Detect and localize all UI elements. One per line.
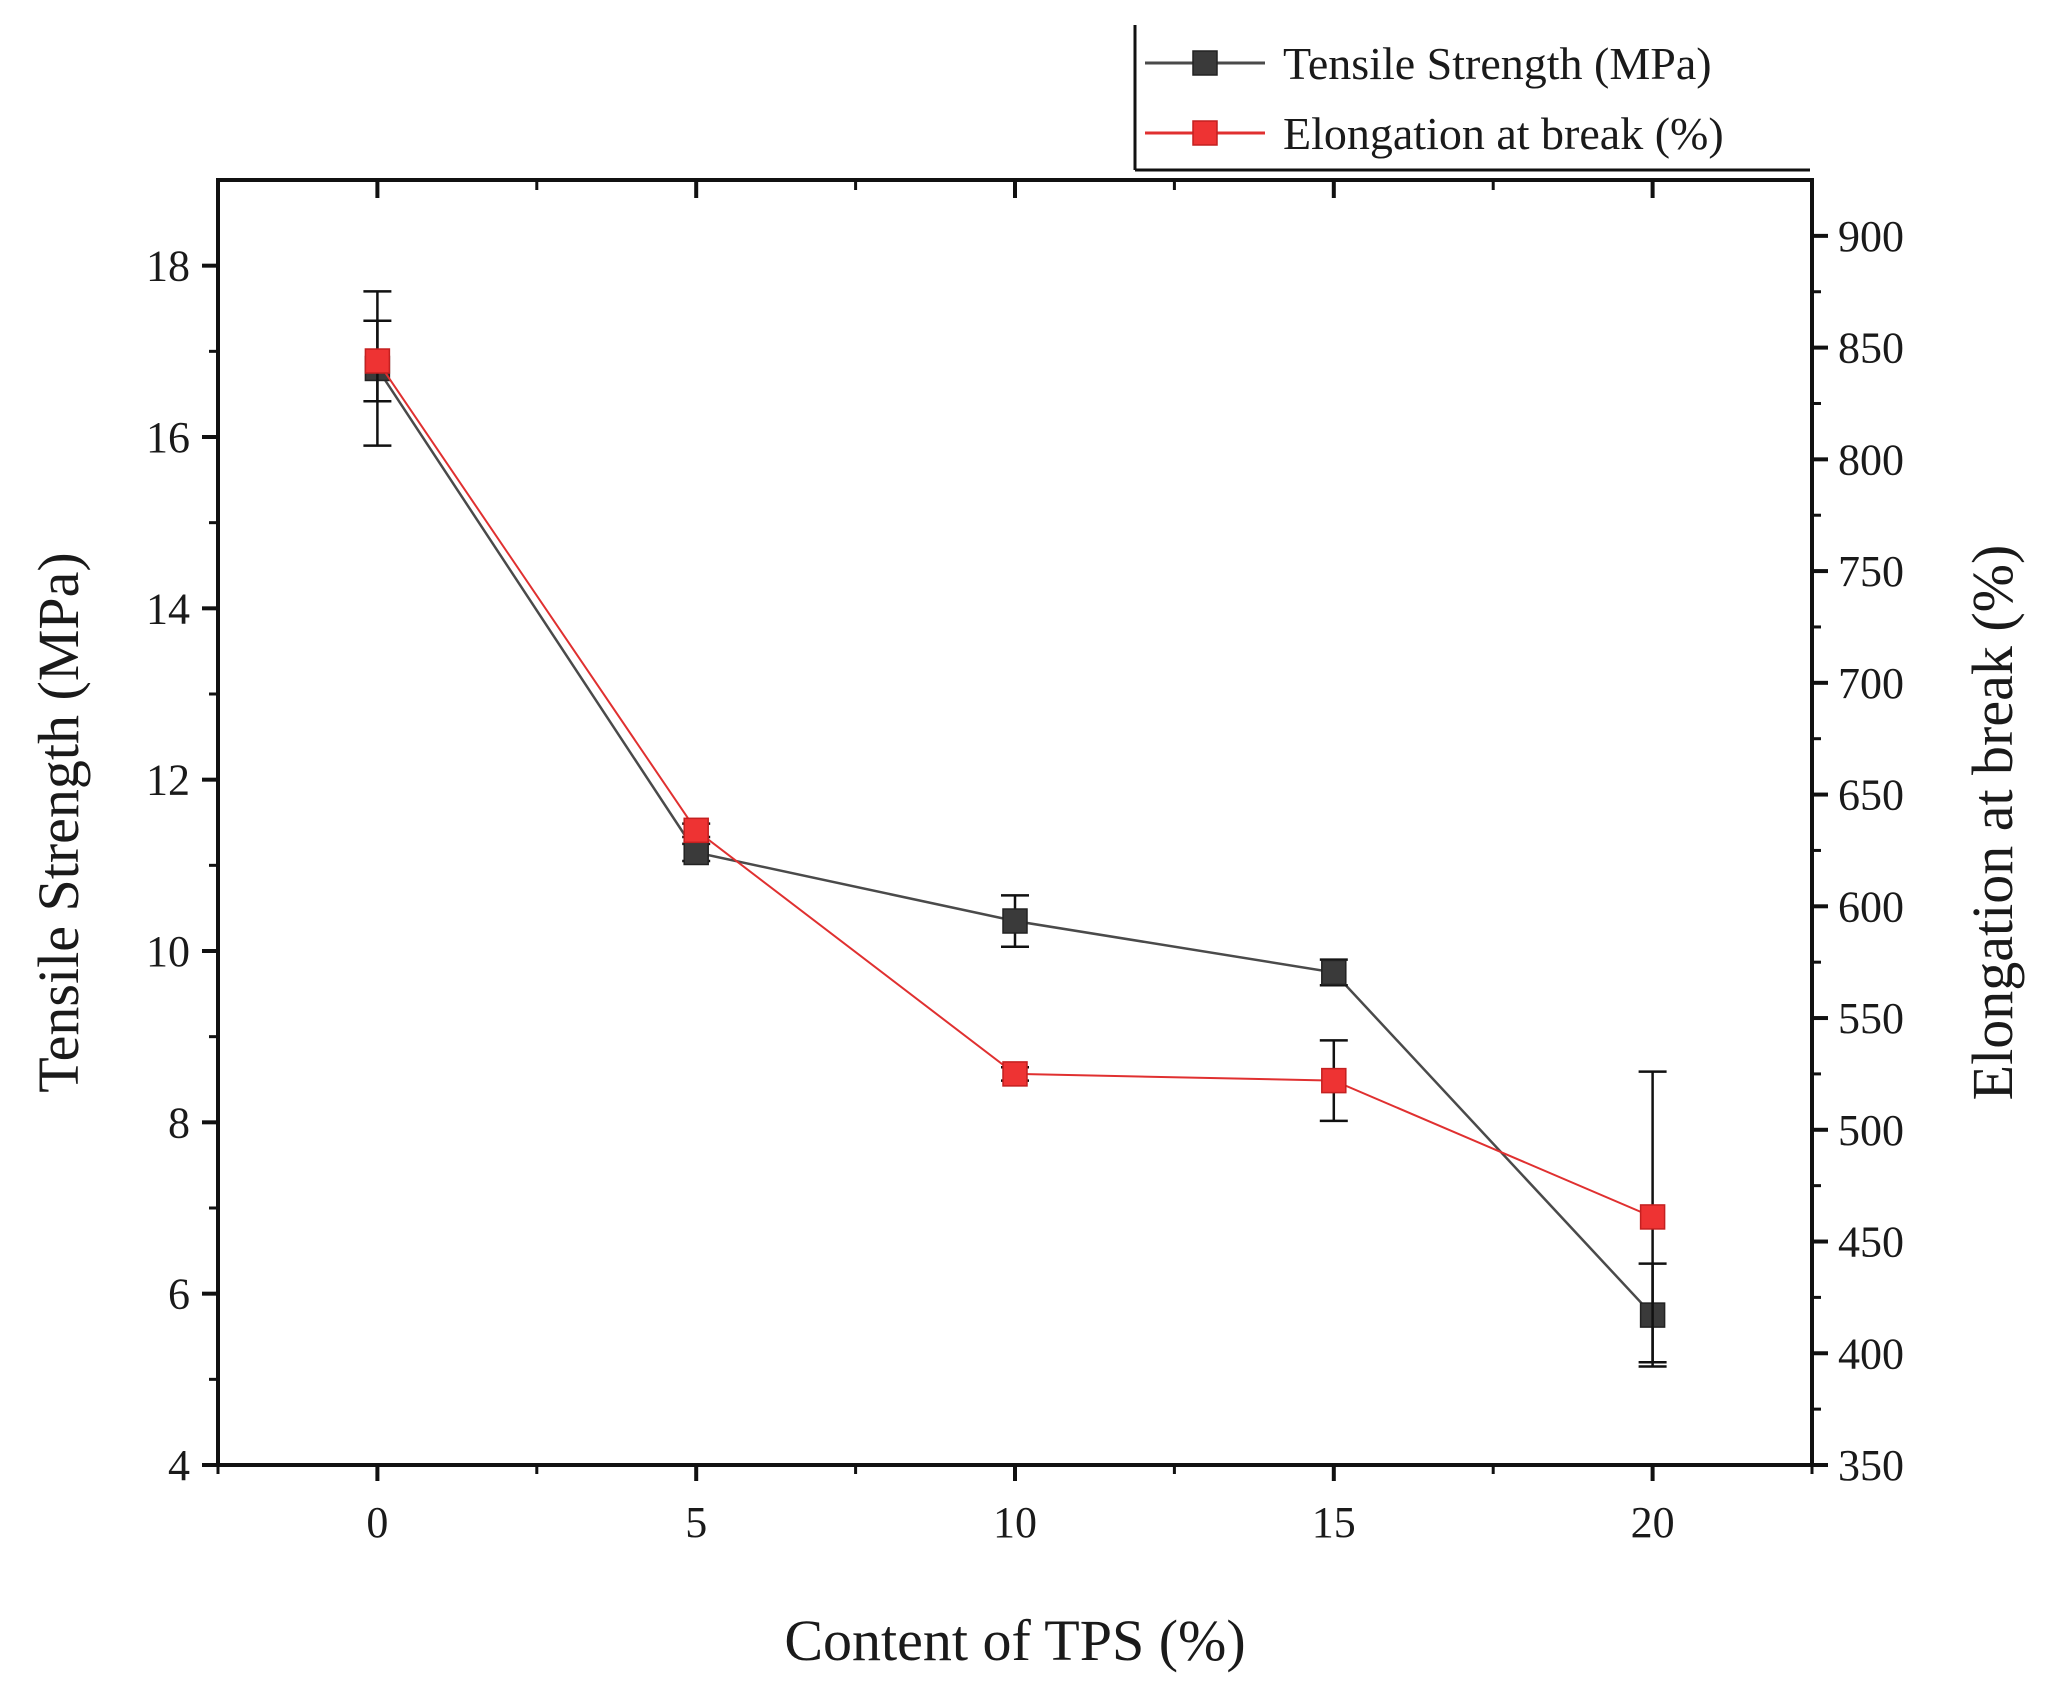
legend-entry-1: Elongation at break (%) bbox=[1145, 108, 1724, 159]
y-right-tick-label-850: 850 bbox=[1838, 324, 1904, 373]
y-left-tick-label-12: 12 bbox=[146, 756, 190, 805]
y-axis-right-title: Elongation at break (%) bbox=[1960, 545, 2025, 1101]
series-0-line bbox=[376, 367, 1654, 1316]
y-right-tick-label-450: 450 bbox=[1838, 1218, 1904, 1267]
series-1-point-5 bbox=[683, 817, 709, 844]
y-left-tick-label-18: 18 bbox=[146, 242, 190, 291]
y-right-tick-label-900: 900 bbox=[1838, 212, 1904, 261]
plot-frame bbox=[216, 178, 1814, 1467]
legend-label-1: Elongation at break (%) bbox=[1283, 108, 1724, 159]
y-left-tick-label-10: 10 bbox=[146, 927, 190, 976]
series-1-point-15 bbox=[1321, 1067, 1347, 1094]
plot-border bbox=[216, 178, 1814, 1467]
y-left-tick-label-8: 8 bbox=[168, 1098, 190, 1147]
x-tick-label-0: 0 bbox=[366, 1498, 388, 1547]
x-tick-label-20: 20 bbox=[1631, 1498, 1675, 1547]
series-1-point-0 bbox=[364, 348, 391, 374]
y-right-tick-label-350: 350 bbox=[1838, 1441, 1904, 1490]
y-right-tick-label-400: 400 bbox=[1838, 1329, 1904, 1378]
legend-label-0: Tensile Strength (MPa) bbox=[1283, 38, 1712, 89]
y-right-tick-label-800: 800 bbox=[1838, 435, 1904, 484]
y-left-tick-label-4: 4 bbox=[168, 1441, 190, 1490]
y-left-tick-label-6: 6 bbox=[168, 1270, 190, 1319]
series-1-line bbox=[376, 360, 1653, 1218]
y-axis-left-title: Tensile Strength (MPa) bbox=[26, 552, 91, 1092]
x-tick-label-15: 15 bbox=[1312, 1498, 1356, 1547]
series-0-point-15 bbox=[1321, 959, 1347, 986]
y-right-tick-label-750: 750 bbox=[1838, 547, 1904, 596]
legend-marker-1 bbox=[1192, 120, 1218, 146]
y-axis-right: 350 400 450 500 550 600 650 700 750 800 850 900 bbox=[1812, 212, 1904, 1490]
y-right-tick-label-600: 600 bbox=[1838, 882, 1904, 931]
series-0-point-5 bbox=[683, 839, 709, 866]
x-tick-label-10: 10 bbox=[993, 1498, 1037, 1547]
x-axis-title: Content of TPS (%) bbox=[784, 1608, 1245, 1673]
x-axis: 0 5 10 15 20 bbox=[216, 180, 1814, 1547]
legend-marker-0 bbox=[1192, 50, 1218, 76]
y-left-tick-label-14: 14 bbox=[146, 584, 190, 633]
legend-entry-0: Tensile Strength (MPa) bbox=[1145, 38, 1712, 89]
series-1-point-10 bbox=[1002, 1061, 1028, 1087]
series-0 bbox=[363, 290, 1667, 1368]
series-layer bbox=[363, 290, 1667, 1368]
y-left-tick-label-16: 16 bbox=[146, 413, 190, 462]
y-axis-left: 4 6 8 10 12 14 16 18 bbox=[146, 242, 218, 1490]
series-1 bbox=[363, 319, 1667, 1364]
y-right-tick-label-500: 500 bbox=[1838, 1106, 1904, 1155]
x-tick-label-5: 5 bbox=[685, 1498, 707, 1547]
series-0-point-10 bbox=[1002, 908, 1028, 934]
y-right-tick-label-650: 650 bbox=[1838, 771, 1904, 820]
legend: Tensile Strength (MPa) Elongation at brea… bbox=[1133, 25, 1810, 172]
y-right-tick-label-550: 550 bbox=[1838, 994, 1904, 1043]
series-1-point-20 bbox=[1639, 1204, 1666, 1230]
y-right-tick-label-700: 700 bbox=[1838, 659, 1904, 708]
